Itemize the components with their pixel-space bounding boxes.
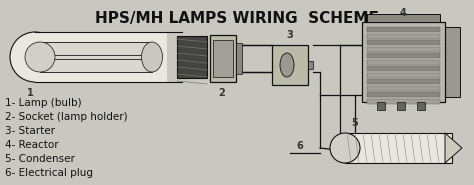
Bar bbox=[40, 42, 152, 72]
Bar bbox=[367, 27, 440, 32]
Bar bbox=[367, 73, 440, 78]
Text: 6- Electrical plug: 6- Electrical plug bbox=[5, 168, 93, 178]
Bar bbox=[177, 36, 207, 78]
Bar bbox=[417, 102, 425, 110]
Bar bbox=[367, 53, 440, 58]
Text: 3- Starter: 3- Starter bbox=[5, 126, 55, 136]
Bar bbox=[367, 92, 440, 97]
Bar bbox=[367, 40, 440, 45]
Ellipse shape bbox=[25, 42, 55, 72]
Text: 1: 1 bbox=[27, 88, 33, 98]
Text: 1- Lamp (bulb): 1- Lamp (bulb) bbox=[5, 98, 82, 108]
Bar bbox=[345, 133, 452, 163]
Bar bbox=[308, 61, 313, 69]
Bar bbox=[367, 66, 440, 71]
Text: 5: 5 bbox=[352, 118, 358, 128]
Bar bbox=[35, 32, 167, 82]
Bar bbox=[367, 79, 440, 84]
Bar bbox=[367, 33, 440, 38]
Text: HPS/MH LAMPS WIRING  SCHEME: HPS/MH LAMPS WIRING SCHEME bbox=[95, 11, 379, 26]
Bar bbox=[272, 45, 308, 85]
Bar bbox=[367, 60, 440, 65]
Bar bbox=[397, 102, 405, 110]
Ellipse shape bbox=[280, 53, 294, 77]
Bar bbox=[210, 35, 236, 82]
Text: 2- Socket (lamp holder): 2- Socket (lamp holder) bbox=[5, 112, 128, 122]
Polygon shape bbox=[445, 133, 462, 163]
Text: 4: 4 bbox=[400, 8, 407, 18]
Bar bbox=[367, 14, 440, 22]
Bar bbox=[236, 43, 242, 74]
Text: 6: 6 bbox=[297, 141, 303, 151]
Ellipse shape bbox=[142, 42, 163, 72]
Bar bbox=[362, 22, 445, 102]
Text: 4- Reactor: 4- Reactor bbox=[5, 140, 59, 150]
Text: 5- Condenser: 5- Condenser bbox=[5, 154, 75, 164]
Ellipse shape bbox=[10, 32, 60, 82]
Text: 2: 2 bbox=[219, 88, 225, 98]
Bar bbox=[367, 98, 440, 103]
Bar bbox=[367, 46, 440, 51]
Bar bbox=[367, 85, 440, 90]
Bar bbox=[213, 40, 233, 77]
Text: 3: 3 bbox=[287, 30, 293, 40]
Bar bbox=[377, 102, 385, 110]
Bar bbox=[445, 27, 460, 97]
Ellipse shape bbox=[330, 133, 360, 163]
